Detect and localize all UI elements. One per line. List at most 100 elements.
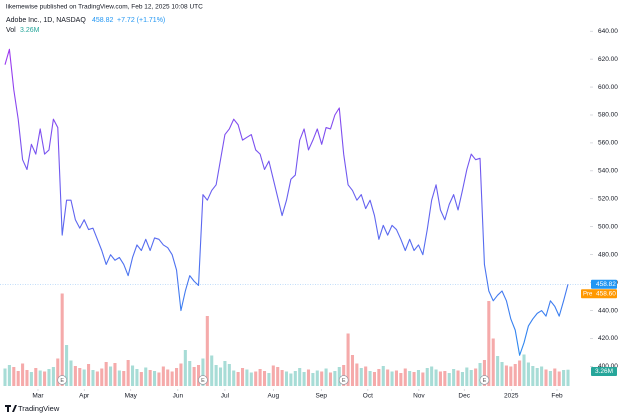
volume-bar bbox=[109, 366, 113, 386]
volume-bar bbox=[131, 365, 135, 386]
volume-bar bbox=[381, 366, 385, 386]
volume-bar bbox=[372, 372, 377, 386]
volume-bar bbox=[148, 370, 152, 386]
volume-bar bbox=[504, 365, 508, 386]
y-tick-label: 440.00 bbox=[598, 307, 618, 314]
price-box-label: 458.82 bbox=[596, 281, 616, 288]
volume-bar bbox=[65, 345, 69, 386]
y-tick-label: 540.00 bbox=[598, 168, 618, 175]
volume-bar bbox=[201, 358, 205, 386]
volume-bar bbox=[364, 366, 368, 386]
volume-bar bbox=[240, 368, 245, 386]
footer: TradingView bbox=[18, 404, 60, 413]
volume-bar bbox=[245, 369, 249, 386]
x-tick-label: Jun bbox=[173, 393, 184, 400]
volume-bar bbox=[254, 371, 258, 386]
volume-bar bbox=[531, 366, 535, 386]
volume-bar bbox=[403, 368, 407, 386]
volume-bar bbox=[139, 372, 143, 386]
volume-bar bbox=[513, 364, 517, 386]
volume-bar bbox=[104, 362, 108, 386]
y-tick-label: 400.00 bbox=[598, 363, 618, 370]
volume-bar bbox=[443, 371, 447, 386]
volume-bar bbox=[60, 293, 64, 386]
volume-bar bbox=[284, 371, 289, 386]
event-marker bbox=[57, 375, 68, 385]
volume-bar bbox=[557, 371, 561, 386]
volume-bar bbox=[500, 362, 504, 386]
symbol: Adobe Inc., 1D, NASDAQ bbox=[6, 17, 86, 24]
y-tick-label: 560.00 bbox=[598, 140, 618, 147]
volume-bar bbox=[196, 365, 201, 386]
volume-bar bbox=[249, 372, 253, 386]
volume-bar bbox=[43, 371, 47, 386]
volume-bar bbox=[337, 367, 341, 386]
volume-bar bbox=[188, 361, 192, 386]
volume-bar bbox=[3, 368, 7, 386]
volume-box bbox=[591, 367, 617, 376]
volume-bar bbox=[553, 368, 557, 386]
volume-bar bbox=[258, 369, 262, 386]
y-tick-label: 420.00 bbox=[598, 335, 618, 342]
premarket-name: Pre bbox=[583, 291, 593, 297]
volume-bar bbox=[416, 370, 420, 386]
event-label: E bbox=[483, 378, 487, 384]
x-tick-label: Aug bbox=[268, 393, 280, 400]
volume-bar bbox=[262, 371, 267, 386]
x-tick-label: Dec bbox=[458, 393, 470, 400]
volume-bar bbox=[210, 355, 214, 386]
volume-bar bbox=[267, 373, 271, 386]
publisher: likemewise published on TradingView.com,… bbox=[6, 4, 203, 11]
volume-bar bbox=[535, 368, 539, 386]
volume-bar bbox=[170, 371, 174, 386]
y-tick-label: 500.00 bbox=[598, 223, 618, 230]
volume-bar bbox=[214, 365, 218, 386]
price-line bbox=[4, 48, 569, 356]
x-tick-label: Feb bbox=[551, 393, 563, 400]
volume-bar bbox=[408, 371, 412, 386]
event-label: E bbox=[342, 378, 346, 384]
volume-bar bbox=[12, 367, 16, 386]
premarket-box bbox=[581, 289, 617, 299]
x-tick-label: Nov bbox=[413, 393, 425, 400]
event-label: E bbox=[60, 378, 64, 384]
x-tick-label: Apr bbox=[79, 393, 90, 400]
x-tick-label: Jul bbox=[221, 393, 230, 400]
volume-bar bbox=[544, 369, 548, 386]
volume-bar bbox=[293, 371, 297, 386]
y-tick-label: 640.00 bbox=[598, 28, 618, 35]
volume-bar bbox=[91, 370, 95, 386]
volume-bar bbox=[346, 333, 350, 386]
volume-bar bbox=[126, 360, 130, 386]
header-price: 458.82 bbox=[92, 17, 114, 24]
event-marker bbox=[479, 375, 490, 385]
volume-bar bbox=[390, 371, 394, 386]
volume-bar bbox=[355, 363, 359, 386]
volume-bar bbox=[280, 370, 284, 386]
volume-box-label: 3.26M bbox=[595, 368, 613, 375]
volume-bar bbox=[350, 355, 355, 386]
volume-bar bbox=[166, 369, 170, 386]
volume-bar bbox=[232, 370, 236, 386]
volume-bar bbox=[324, 368, 328, 386]
volume-bar bbox=[311, 373, 315, 386]
volume-bar bbox=[368, 371, 372, 386]
volume-bar bbox=[306, 369, 311, 386]
volume-bar bbox=[276, 367, 280, 386]
volume-bar bbox=[29, 372, 33, 386]
logo bbox=[5, 405, 17, 412]
volume-bar bbox=[47, 369, 51, 386]
volume-bar bbox=[487, 301, 491, 386]
volume-bar bbox=[25, 370, 29, 386]
volume-bar bbox=[236, 372, 240, 386]
volume-bar bbox=[482, 360, 486, 386]
volume-bar bbox=[509, 366, 513, 386]
volume-bar bbox=[394, 370, 399, 386]
y-tick-label: 600.00 bbox=[598, 84, 618, 91]
volume-bar bbox=[227, 364, 231, 386]
x-tick-label: Mar bbox=[32, 393, 44, 400]
volume-bar bbox=[135, 369, 139, 386]
volume-bar bbox=[333, 371, 337, 386]
volume-bar bbox=[399, 373, 403, 386]
volume-bar bbox=[100, 368, 104, 386]
